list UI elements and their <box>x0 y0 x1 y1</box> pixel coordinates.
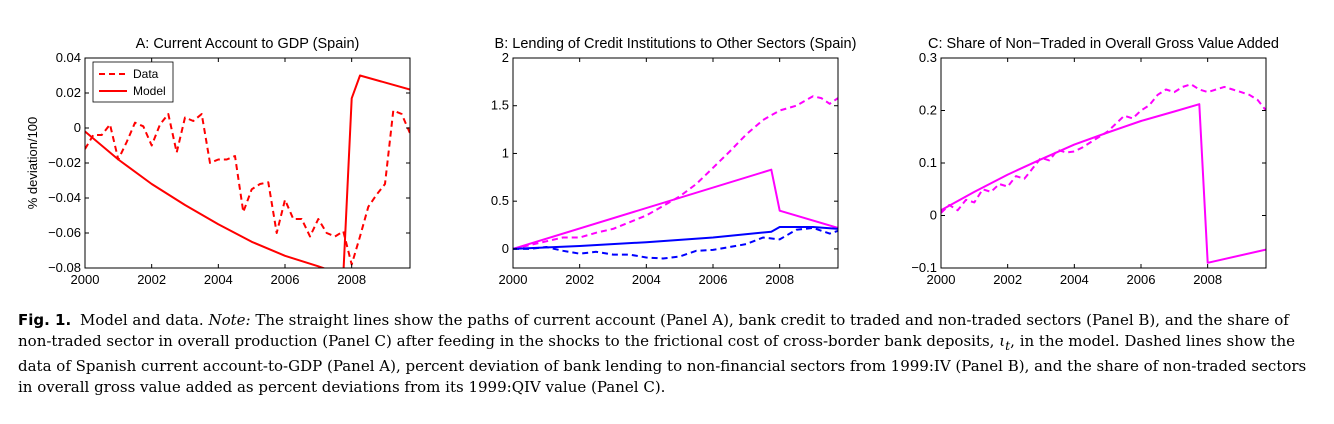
panel-b-axes-box <box>512 57 839 269</box>
panel-a-series-0-line <box>85 109 410 266</box>
panel-b-ytick-label: 1.5 <box>491 98 509 113</box>
panel-a-legend-label: Model <box>133 84 166 98</box>
panel-a-ytick-label: −0.04 <box>48 190 81 205</box>
figure-caption: Fig. 1. Model and data. Note: The straig… <box>18 310 1318 397</box>
caption-note-label: Note: <box>208 311 251 329</box>
panel-c-series-1-line <box>941 103 1266 264</box>
panel-c-ytick-label: −0.1 <box>911 260 937 275</box>
panel-b-title: B: Lending of Credit Institutions to Oth… <box>495 36 857 52</box>
panel-a-series-1-line <box>85 74 410 268</box>
figure-charts: 2000 2002 2004 2006 2008−0.08−0.06−0.04−0.02… <box>25 36 1279 287</box>
panel-c-title: C: Share of Non−Traded in Overall Gross … <box>928 36 1279 52</box>
panel-b-ytick-label: 0.5 <box>491 193 509 208</box>
panel-a-xtick-label: 2008 <box>337 272 366 287</box>
panel-a-ytick-label: −0.08 <box>48 260 81 275</box>
panel-c-xtick-label: 2004 <box>1060 272 1089 287</box>
panel-c-non-traded-share: 2000 2002 2004 2006 2008 −0.1 0 0.1 0.2 0.3C: Sha… <box>911 36 1279 287</box>
caption-symbol: ι <box>999 331 1006 350</box>
panel-a-xtick-label: 2002 <box>137 272 166 287</box>
panel-a-xtick-label: 2006 <box>271 272 300 287</box>
figure-label: Fig. 1. <box>18 311 72 329</box>
caption-text-2: The straight lines show the paths of cur… <box>18 311 1289 350</box>
panel-a-ytick-label: 0.02 <box>56 85 81 100</box>
panel-a-xtick-label: 2000 <box>71 272 100 287</box>
caption-text-1: Model and data. <box>79 311 204 329</box>
panel-a-legend-box <box>92 61 174 103</box>
panel-c-ytick-label: 0 <box>930 208 937 223</box>
panel-b-series-2-line <box>513 226 838 260</box>
panel-c-xtick-label: 2002 <box>993 272 1022 287</box>
panel-c-xtick-label: 2006 <box>1127 272 1156 287</box>
panel-a-legend-label: Data <box>133 67 159 81</box>
panel-b-xtick-label: 2002 <box>565 272 594 287</box>
caption-symbol-subscript: t <box>1005 337 1011 353</box>
panel-a-ytick-label: 0.04 <box>56 50 81 65</box>
panel-b-series-0-line <box>513 95 838 250</box>
panel-a-xtick-label: 2004 <box>204 272 233 287</box>
panel-c-series-0-line <box>941 83 1266 214</box>
panel-b-xtick-label: 2004 <box>632 272 661 287</box>
panel-c-xtick-label: 2000 <box>927 272 956 287</box>
panel-c-axes-box <box>940 57 1267 269</box>
panel-b-xtick-label: 2000 <box>499 272 528 287</box>
panel-b-xtick-label: 2008 <box>765 272 794 287</box>
panel-c-ytick-label: 0.1 <box>919 155 937 170</box>
panel-b-series-1-line <box>513 168 838 250</box>
panel-a-current-account: 2000 2002 2004 2006 2008 −0.08 −0.06 −0.04 −0.02… <box>25 36 411 287</box>
caption-text-3: , in the model. Dashed lines show the da… <box>18 331 1307 396</box>
panel-b-ytick-label: 2 <box>502 50 509 65</box>
panel-a-ytick-label: 0 <box>74 120 81 135</box>
panel-b-series-3-line <box>513 226 838 250</box>
panel-b-ytick-label: 1 <box>502 145 509 160</box>
panel-b-ytick-label: 0 <box>502 241 509 256</box>
panel-c-xtick-label: 2008 <box>1193 272 1222 287</box>
panel-a-ytick-label: −0.06 <box>48 225 81 240</box>
panel-c-ytick-label: 0.2 <box>919 103 937 118</box>
panel-a-legend: Data Model <box>92 61 174 103</box>
panel-a-title: A: Current Account to GDP (Spain) <box>136 36 360 52</box>
panel-a-ylabel: % deviation/100 <box>25 117 40 210</box>
panel-a-ytick-label: −0.02 <box>48 155 81 170</box>
panel-c-ytick-label: 0.3 <box>919 50 937 65</box>
panel-b-xtick-label: 2006 <box>699 272 728 287</box>
panel-b-lending: 2000 2002 2004 2006 2008 0 0.5 1 1.5 2B: Lending … <box>491 36 857 287</box>
